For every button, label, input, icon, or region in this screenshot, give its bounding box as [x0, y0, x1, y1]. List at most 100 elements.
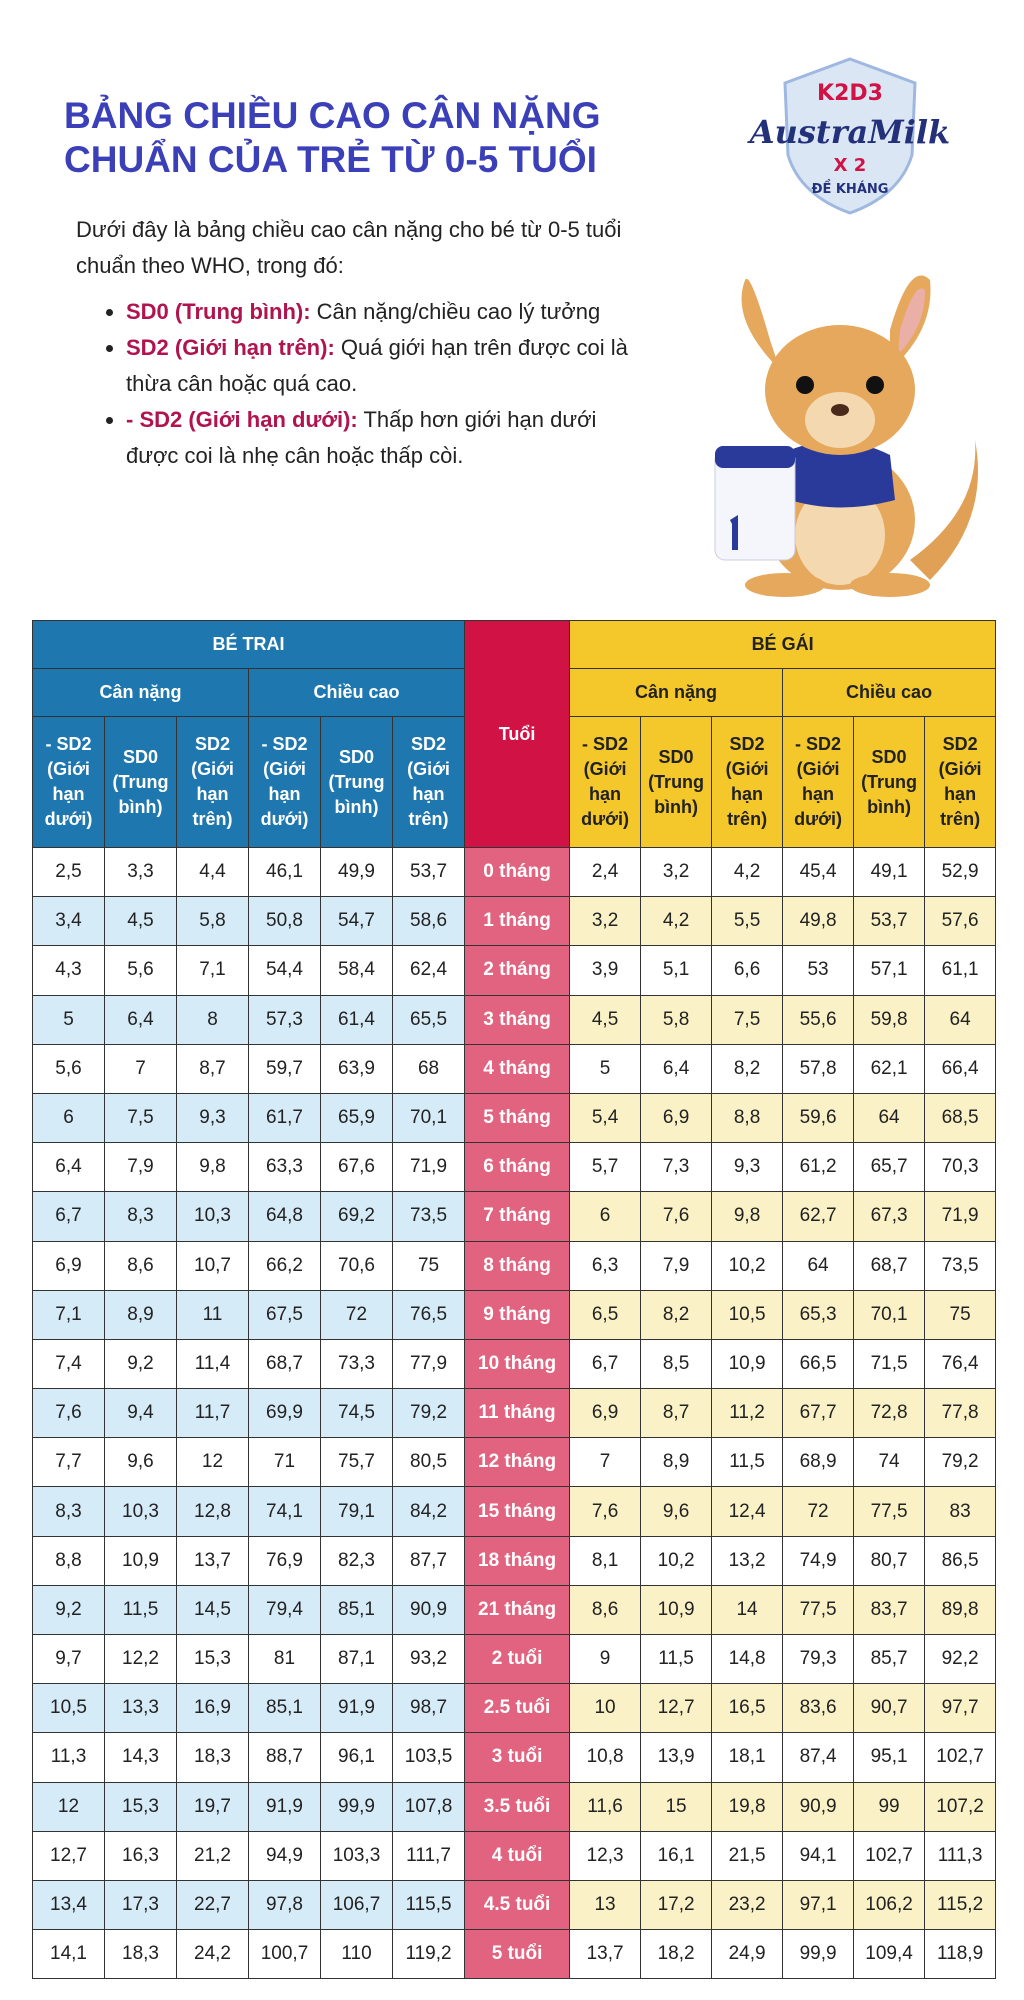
boy-value-cell: 91,9 — [248, 1781, 321, 1832]
boy-value-cell: 10,3 — [104, 1486, 177, 1537]
boy-height-sd0-header: SD0 (Trung bình) — [320, 716, 393, 848]
girl-value-cell: 106,2 — [853, 1879, 926, 1931]
boy-header: BÉ TRAI — [31, 620, 466, 669]
girl-height-minus-sd2-header: - SD2 (Giới hạn dưới) — [782, 716, 855, 848]
girl-value-cell: 12,3 — [569, 1830, 642, 1881]
girl-value-cell: 8,1 — [569, 1535, 642, 1586]
girl-value-cell: 4,2 — [711, 846, 784, 898]
boy-value-cell: 16,3 — [104, 1830, 177, 1881]
boy-value-cell: 4,5 — [104, 896, 177, 947]
legend-term: SD2 (Giới hạn trên): — [126, 335, 335, 360]
boy-value-cell: 119,2 — [391, 1929, 466, 1980]
intro-section: Dưới đây là bảng chiều cao cân nặng cho … — [76, 212, 646, 474]
girl-value-cell: 64 — [782, 1240, 855, 1291]
boy-value-cell: 79,4 — [248, 1584, 321, 1636]
legend-item-sd2: SD2 (Giới hạn trên): Quá giới hạn trên đ… — [126, 330, 646, 402]
legend-term: SD0 (Trung bình): — [126, 299, 311, 324]
boy-value-cell: 87,1 — [320, 1633, 393, 1685]
boy-value-cell: 10,7 — [176, 1240, 249, 1291]
boy-value-cell: 99,9 — [320, 1781, 393, 1832]
girl-value-cell: 17,2 — [640, 1879, 713, 1931]
age-cell: 0 tháng — [464, 846, 571, 898]
girl-value-cell: 6,3 — [569, 1240, 642, 1291]
table-row: 11,3 14,3 18,3 88,7 96,1 103,5 3 tuổi 10,8 13,9 1… — [32, 1732, 997, 1783]
boy-value-cell: 81 — [248, 1633, 321, 1685]
table-row: 5,6 7 8,7 59,7 63,9 68 4 tháng 5 6,4 8,2 57,8 62,1 6… — [32, 1043, 997, 1094]
girl-value-cell: 24,9 — [711, 1929, 784, 1980]
girl-value-cell: 83 — [924, 1486, 997, 1537]
boy-value-cell: 73,5 — [391, 1191, 466, 1242]
age-cell: 11 tháng — [464, 1388, 571, 1439]
boy-value-cell: 50,8 — [248, 896, 321, 947]
boy-value-cell: 111,7 — [391, 1830, 466, 1881]
boy-value-cell: 106,7 — [320, 1879, 393, 1931]
boy-value-cell: 8,7 — [176, 1043, 249, 1094]
boy-value-cell: 18,3 — [104, 1929, 177, 1980]
table-row: 8,8 10,9 13,7 76,9 82,3 87,7 18 tháng 8,1 10,2 13… — [32, 1535, 997, 1586]
legend-item-sd0: SD0 (Trung bình): Cân nặng/chiều cao lý … — [126, 294, 646, 330]
girl-value-cell: 75 — [924, 1289, 997, 1340]
girl-value-cell: 99,9 — [782, 1929, 855, 1980]
girl-value-cell: 102,7 — [924, 1732, 997, 1783]
girl-value-cell: 13 — [569, 1879, 642, 1931]
boy-value-cell: 68,7 — [248, 1338, 321, 1390]
boy-value-cell: 9,3 — [176, 1092, 249, 1144]
girl-value-cell: 59,6 — [782, 1092, 855, 1144]
boy-value-cell: 85,1 — [320, 1584, 393, 1636]
boy-value-cell: 72 — [320, 1289, 393, 1340]
girl-weight-header: Cân nặng — [569, 668, 784, 717]
boy-value-cell: 64,8 — [248, 1191, 321, 1242]
girl-value-cell: 49,1 — [853, 846, 926, 898]
boy-value-cell: 2,5 — [32, 846, 105, 898]
boy-value-cell: 16,9 — [176, 1683, 249, 1734]
boy-value-cell: 73,3 — [320, 1338, 393, 1390]
boy-weight-header: Cân nặng — [32, 668, 249, 717]
boy-value-cell: 63,3 — [248, 1142, 321, 1193]
boy-value-cell: 7,1 — [176, 945, 249, 996]
age-cell: 18 tháng — [464, 1535, 571, 1586]
boy-value-cell: 82,3 — [320, 1535, 393, 1586]
boy-value-cell: 11,3 — [32, 1732, 105, 1783]
girl-value-cell: 16,1 — [640, 1830, 713, 1881]
girl-value-cell: 2,4 — [569, 846, 642, 898]
girl-height-header: Chiều cao — [782, 668, 997, 717]
boy-value-cell: 18,3 — [176, 1732, 249, 1783]
boy-value-cell: 12,7 — [32, 1830, 105, 1881]
boy-value-cell: 13,4 — [32, 1879, 105, 1931]
boy-value-cell: 14,3 — [104, 1732, 177, 1783]
boy-height-sd2-header: SD2 (Giới hạn trên) — [391, 716, 466, 848]
boy-value-cell: 94,9 — [248, 1830, 321, 1881]
girl-value-cell: 9 — [569, 1633, 642, 1685]
girl-value-cell: 6,6 — [711, 945, 784, 996]
girl-value-cell: 66,5 — [782, 1338, 855, 1390]
age-cell: 4 tuổi — [464, 1830, 571, 1881]
boy-value-cell: 13,7 — [176, 1535, 249, 1586]
girl-value-cell: 6,4 — [640, 1043, 713, 1094]
boy-value-cell: 76,9 — [248, 1535, 321, 1586]
boy-value-cell: 3,3 — [104, 846, 177, 898]
girl-value-cell: 7,9 — [640, 1240, 713, 1291]
girl-value-cell: 71,5 — [853, 1338, 926, 1390]
boy-value-cell: 79,1 — [320, 1486, 393, 1537]
boy-value-cell: 12,8 — [176, 1486, 249, 1537]
table-row: 7,1 8,9 11 67,5 72 76,5 9 tháng 6,5 8,2 10,5 65,3 7… — [32, 1289, 997, 1340]
boy-value-cell: 54,7 — [320, 896, 393, 947]
girl-value-cell: 72,8 — [853, 1388, 926, 1439]
girl-value-cell: 7,6 — [640, 1191, 713, 1242]
boy-value-cell: 13,3 — [104, 1683, 177, 1734]
girl-value-cell: 97,7 — [924, 1683, 997, 1734]
table-row: 12,7 16,3 21,2 94,9 103,3 111,7 4 tuổi 12,3 16,1… — [32, 1830, 997, 1881]
boy-value-cell: 107,8 — [391, 1781, 466, 1832]
girl-value-cell: 64 — [924, 994, 997, 1045]
girl-value-cell: 79,2 — [924, 1437, 997, 1488]
boy-value-cell: 7,1 — [32, 1289, 105, 1340]
girl-value-cell: 7,3 — [640, 1142, 713, 1193]
age-cell: 5 tuổi — [464, 1929, 571, 1980]
girl-value-cell: 92,2 — [924, 1633, 997, 1685]
boy-value-cell: 91,9 — [320, 1683, 393, 1734]
girl-value-cell: 5,5 — [711, 896, 784, 947]
girl-value-cell: 65,7 — [853, 1142, 926, 1193]
girl-value-cell: 67,7 — [782, 1388, 855, 1439]
girl-value-cell: 16,5 — [711, 1683, 784, 1734]
boy-value-cell: 7,6 — [32, 1388, 105, 1439]
